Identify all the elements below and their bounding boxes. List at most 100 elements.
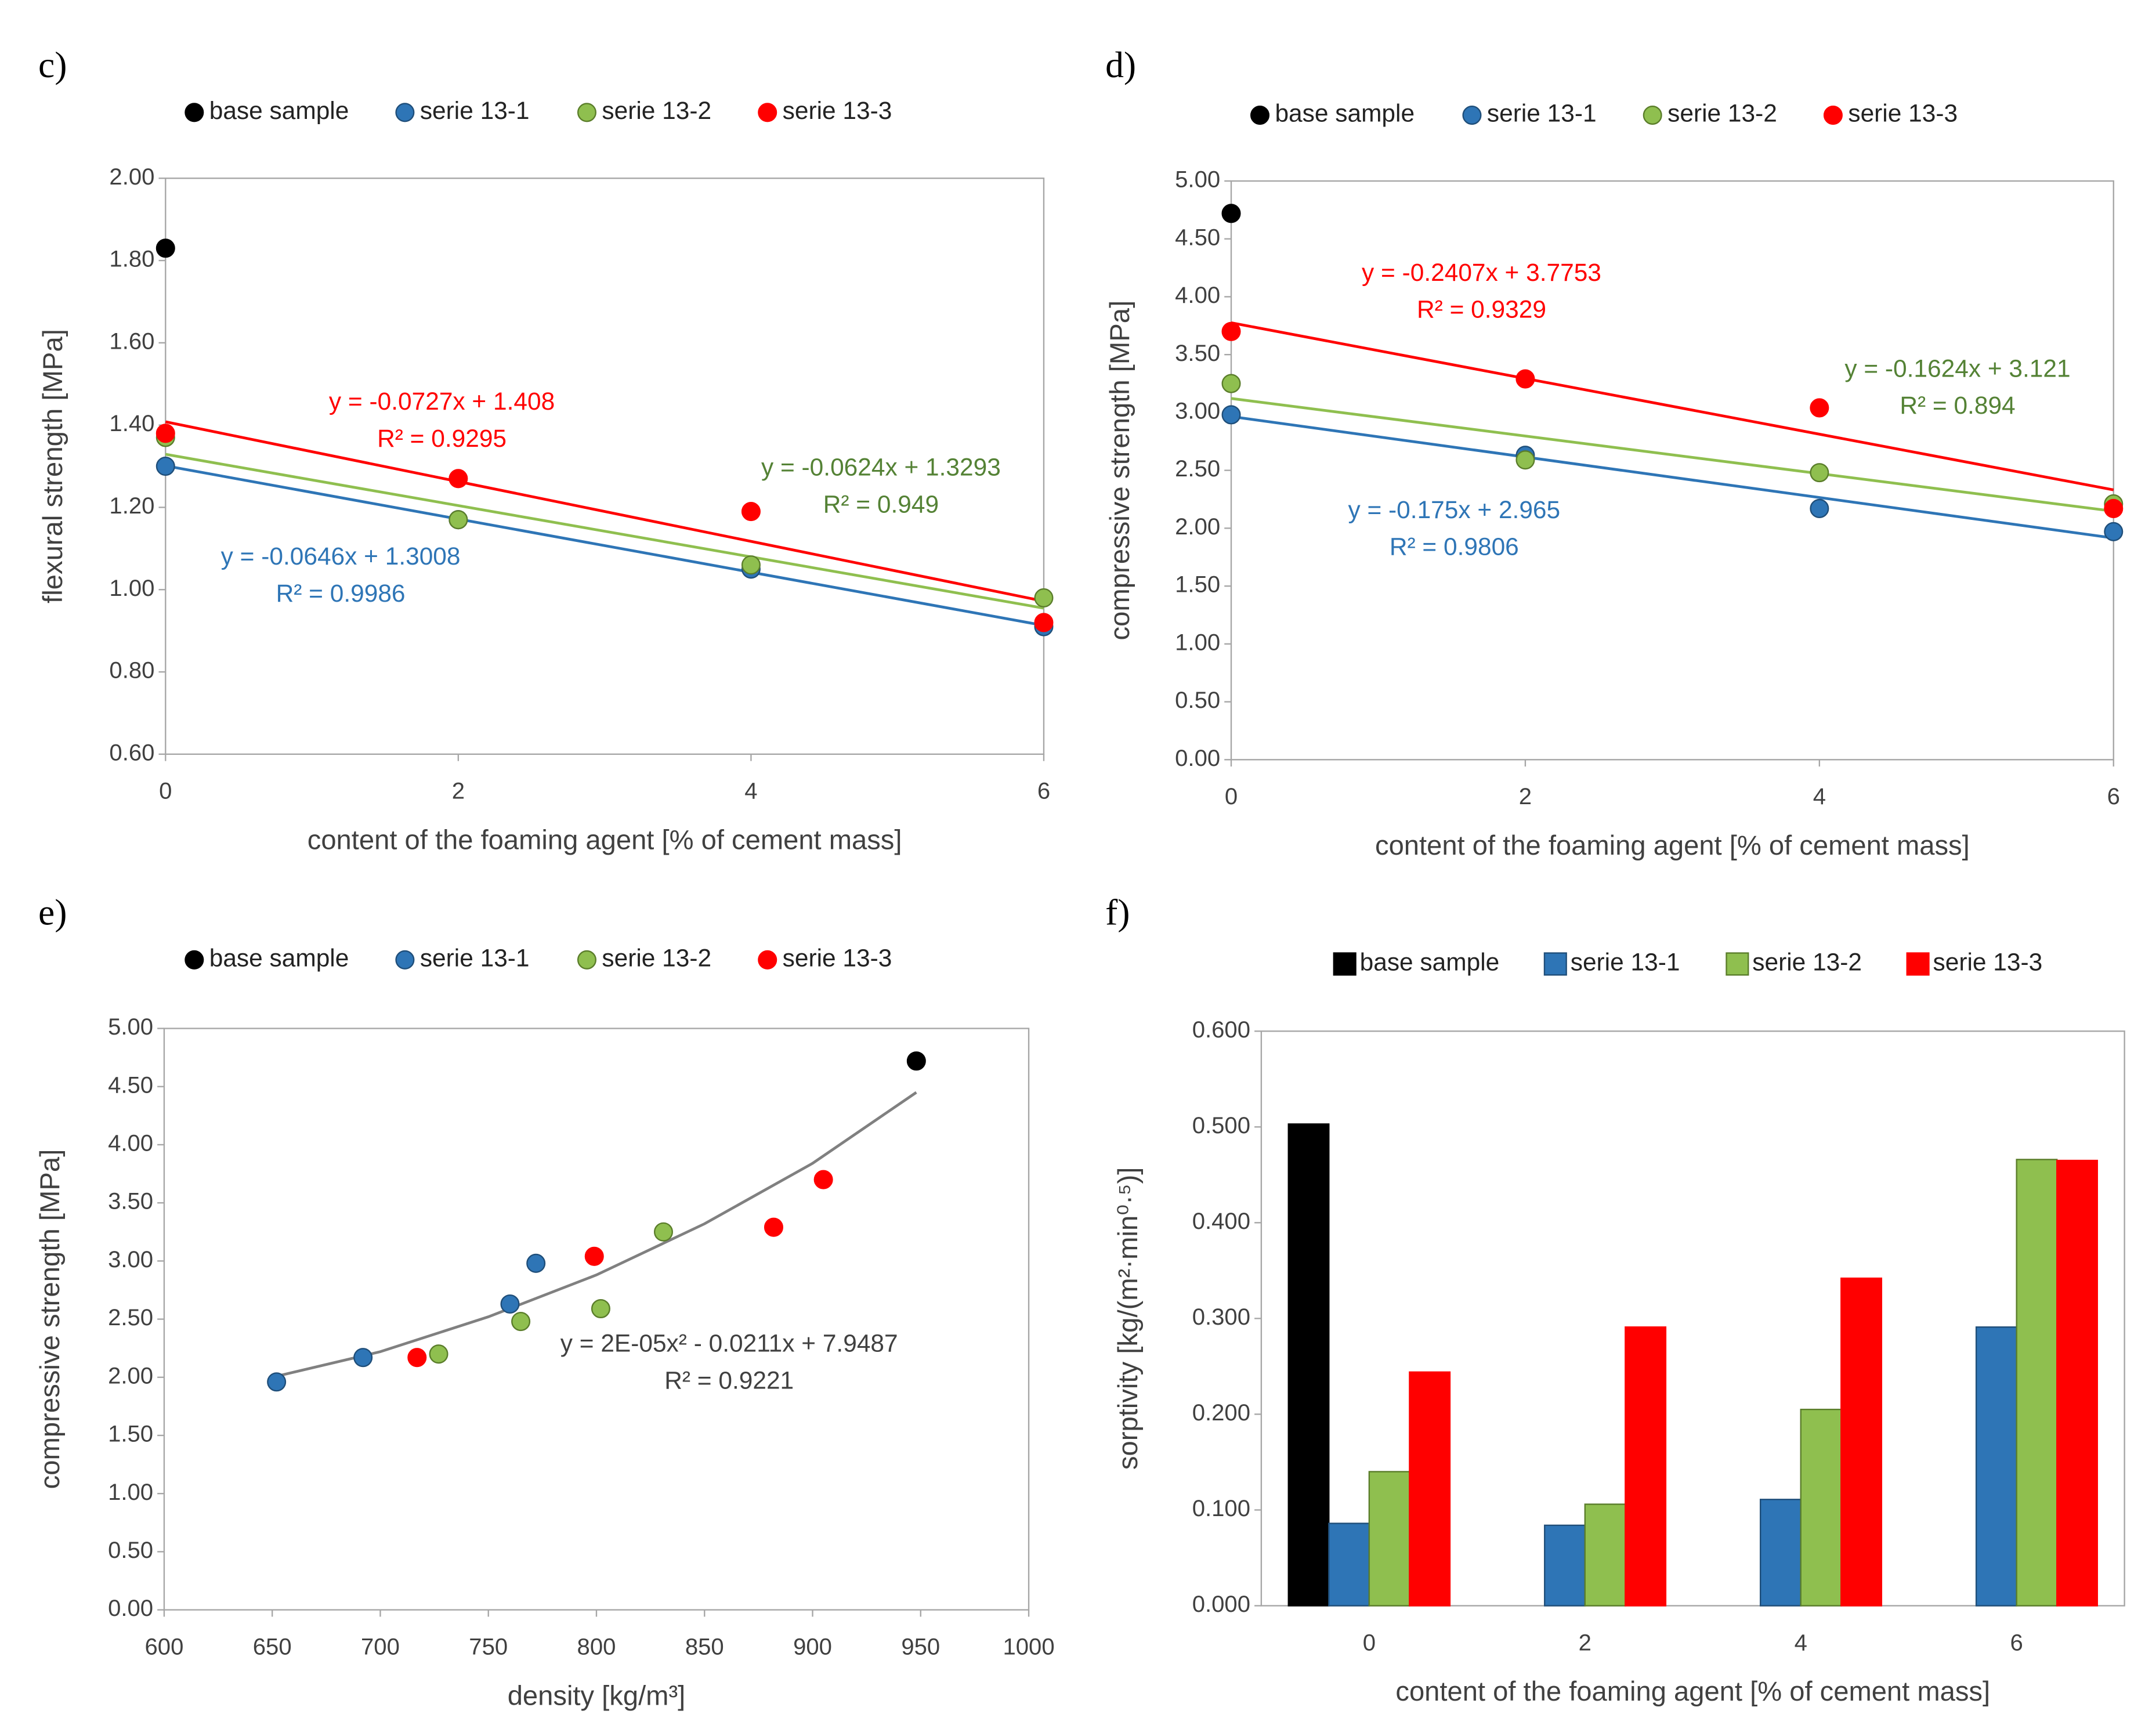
point xyxy=(353,1348,373,1368)
point xyxy=(155,456,175,476)
legend-label: serie 13-2 xyxy=(1667,100,1777,128)
legend-swatch xyxy=(1333,952,1357,976)
legend-marker xyxy=(1250,105,1270,125)
panel-label: e) xyxy=(38,891,67,932)
point xyxy=(584,1246,604,1266)
point xyxy=(2104,522,2124,541)
legend-label: serie 13-1 xyxy=(1487,100,1597,128)
point xyxy=(1221,374,1241,393)
legend-label: base sample xyxy=(209,945,349,972)
y-tick-label: 0.300 xyxy=(1192,1304,1250,1330)
trend-r2: R² = 0.9806 xyxy=(1390,534,1519,561)
y-tick-label: 0.00 xyxy=(1175,745,1220,771)
legend-marker xyxy=(1462,105,1482,125)
x-axis-label: density [kg/m³] xyxy=(508,1680,686,1711)
point xyxy=(906,1051,926,1071)
bar xyxy=(2016,1159,2058,1607)
x-tick-label: 4 xyxy=(744,778,757,804)
point xyxy=(1221,204,1241,223)
x-tick-label: 0 xyxy=(1225,783,1238,809)
y-tick-label: 0.80 xyxy=(109,657,154,683)
legend-label: serie 13-3 xyxy=(783,945,892,972)
y-tick-label: 3.00 xyxy=(108,1246,153,1272)
legend-marker xyxy=(185,103,204,122)
point xyxy=(448,469,468,489)
panel-label: d) xyxy=(1105,44,1136,85)
legend-label: serie 13-1 xyxy=(1571,949,1680,976)
y-tick-label: 1.00 xyxy=(1175,629,1220,655)
trend-r2: R² = 0.9986 xyxy=(276,580,406,607)
bar xyxy=(1287,1123,1330,1607)
trendline xyxy=(1231,415,2114,540)
bar xyxy=(1584,1503,1626,1607)
trend-equation: y = -0.0624x + 1.3293 xyxy=(761,454,1001,481)
bar xyxy=(1800,1408,1842,1607)
trend-equation: y = -0.175x + 2.965 xyxy=(1348,497,1560,524)
bar xyxy=(2056,1159,2098,1607)
x-tick-label: 600 xyxy=(145,1633,184,1659)
legend-label: serie 13-3 xyxy=(783,97,892,125)
y-tick-label: 1.00 xyxy=(108,1479,153,1505)
legend-marker xyxy=(395,103,415,122)
bar xyxy=(1840,1277,1883,1607)
point xyxy=(1034,588,1054,607)
panel-label: f) xyxy=(1105,891,1130,932)
y-axis-label: flexural strength [MPa] xyxy=(38,329,68,603)
y-tick-label: 0.60 xyxy=(109,739,154,765)
x-tick-label: 700 xyxy=(361,1633,400,1659)
x-tick-label: 650 xyxy=(253,1633,292,1659)
point xyxy=(1810,498,1829,518)
x-tick-label: 0 xyxy=(159,778,172,804)
point xyxy=(653,1222,673,1242)
point xyxy=(813,1170,833,1189)
legend-marker xyxy=(395,950,415,970)
bar xyxy=(1625,1326,1667,1607)
legend-marker xyxy=(577,950,596,970)
x-tick-label: 6 xyxy=(1037,778,1050,804)
point xyxy=(1221,405,1241,425)
bar xyxy=(1368,1471,1410,1607)
legend-label: serie 13-2 xyxy=(602,945,711,972)
x-tick-label: 4 xyxy=(1795,1629,1807,1655)
legend-marker xyxy=(1643,105,1662,125)
trend-r2: R² = 0.949 xyxy=(823,491,939,518)
legend-label: serie 13-3 xyxy=(1848,100,1958,128)
trend-equation: y = -0.2407x + 3.7753 xyxy=(1362,259,1601,287)
trend-equation: y = 2E-05x² - 0.0211x + 7.9487 xyxy=(560,1330,898,1358)
x-axis-label: content of the foaming agent [% of cemen… xyxy=(1395,1676,1990,1707)
legend-label: serie 13-2 xyxy=(1752,949,1862,976)
x-tick-label: 4 xyxy=(1813,783,1826,809)
y-tick-label: 0.50 xyxy=(1175,687,1220,713)
trend-r2: R² = 0.9329 xyxy=(1417,296,1546,324)
x-tick-label: 2 xyxy=(1579,1629,1591,1655)
legend-marker xyxy=(758,103,777,122)
trendline xyxy=(1231,321,2114,491)
x-tick-label: 950 xyxy=(901,1633,940,1659)
y-tick-label: 5.00 xyxy=(1175,167,1220,193)
y-tick-label: 1.50 xyxy=(108,1421,153,1447)
legend-label: serie 13-2 xyxy=(602,97,711,125)
point xyxy=(1034,613,1054,632)
x-tick-label: 6 xyxy=(2107,783,2120,809)
bar xyxy=(1409,1371,1451,1607)
trendline xyxy=(272,1091,917,1379)
legend-label: base sample xyxy=(1275,100,1415,128)
point xyxy=(1810,463,1829,483)
x-tick-label: 1000 xyxy=(1003,1633,1054,1659)
legend-marker xyxy=(185,950,204,970)
y-tick-label: 2.00 xyxy=(1175,513,1220,540)
y-tick-label: 3.50 xyxy=(1175,340,1220,366)
y-tick-label: 0.500 xyxy=(1192,1112,1250,1138)
x-tick-label: 750 xyxy=(469,1633,508,1659)
y-tick-label: 1.50 xyxy=(1175,572,1220,598)
y-tick-label: 4.50 xyxy=(1175,224,1220,250)
y-tick-label: 1.00 xyxy=(109,575,154,601)
x-tick-label: 850 xyxy=(685,1633,724,1659)
trendline xyxy=(165,420,1044,603)
trend-r2: R² = 0.9221 xyxy=(664,1367,794,1394)
point xyxy=(1221,321,1241,341)
point xyxy=(764,1217,783,1237)
y-axis-label: compressive strength [MPa] xyxy=(35,1149,66,1489)
point xyxy=(591,1299,610,1319)
y-tick-label: 0.00 xyxy=(108,1595,153,1621)
